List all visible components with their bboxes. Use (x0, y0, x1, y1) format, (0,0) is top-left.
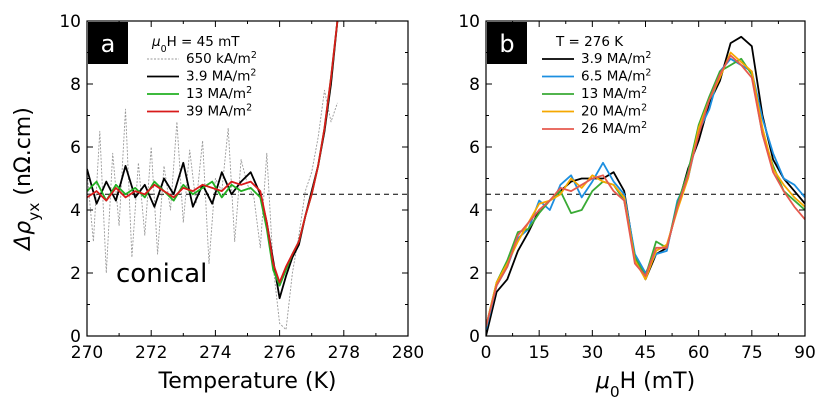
series-group (87, 21, 339, 331)
x-tick-label: 75 (741, 343, 763, 363)
panel-tag-box (88, 22, 128, 64)
x-tick-label: 274 (199, 343, 231, 363)
legend-label-4: 20 MA/m2 (581, 102, 647, 120)
legend-title: T = 276 K (555, 34, 624, 50)
x-tick-label: 60 (688, 343, 710, 363)
panel-a: 270 272 274 276 278 280 0 2 4 6 8 10 Temperature (K)… (11, 12, 424, 394)
y-tick-label: 2 (70, 264, 81, 284)
legend-label-1: 3.9 MA/m2 (581, 50, 651, 68)
legend-label-1: 650 kA/m2 (186, 50, 257, 68)
panel-tag-label: a (101, 30, 116, 58)
panel-tag-box (487, 22, 527, 64)
x-tick-label: 0 (481, 343, 492, 363)
panel-tag: a (88, 22, 128, 64)
y-tick-label: 0 (70, 327, 81, 347)
legend-label-2: 6.5 MA/m2 (581, 67, 651, 85)
series-line-5 (486, 54, 805, 327)
y-tick-label: 2 (469, 264, 480, 284)
series-line-1 (486, 35, 805, 336)
y-tick-label: 4 (70, 201, 81, 221)
legend-label-2: 3.9 MA/m2 (186, 67, 256, 85)
x-tick-label: 276 (263, 343, 295, 363)
series-line-1 (87, 89, 338, 331)
x-tick-label: 90 (794, 343, 816, 363)
panel-tag-label: b (499, 30, 514, 58)
x-tick-label: 45 (635, 343, 657, 363)
x-tick-label: 278 (328, 343, 360, 363)
annotation-conical: conical (116, 259, 207, 289)
y-tick-label: 10 (458, 12, 480, 32)
x-axis-label: Temperature (K) (158, 369, 337, 394)
legend-title: μ0H = 45 mT (151, 34, 240, 55)
series-group (486, 35, 805, 336)
y-tick-label: 6 (469, 138, 480, 158)
y-tick-label: 8 (70, 75, 81, 95)
y-tick-label: 6 (70, 138, 81, 158)
x-tick-label: 280 (392, 343, 424, 363)
y-axis-label: Δρyx (nΩ.cm) (11, 107, 43, 252)
x-tick-label: 272 (135, 343, 167, 363)
x-axis-label: μ0H (mT) (595, 369, 695, 401)
panel-tag: b (487, 22, 527, 64)
x-tick-label: 15 (528, 343, 550, 363)
y-tick-label: 4 (469, 201, 480, 221)
x-tick-label: 30 (582, 343, 604, 363)
legend-label-5: 26 MA/m2 (581, 120, 647, 138)
x-tick-label: 270 (71, 343, 103, 363)
legend-label-4: 39 MA/m2 (186, 102, 252, 120)
series-line-4 (486, 51, 805, 327)
y-tick-label: 0 (469, 327, 480, 347)
y-tick-label: 10 (59, 12, 81, 32)
legend-label-3: 13 MA/m2 (581, 85, 647, 103)
y-tick-label: 8 (469, 75, 480, 95)
series-line-4 (87, 21, 339, 284)
legend-label-3: 13 MA/m2 (186, 85, 252, 103)
panel-b: 0 15 30 45 60 75 90 0 2 4 6 8 10 μ0H (mT) b T = 276 K3.… (458, 12, 815, 401)
